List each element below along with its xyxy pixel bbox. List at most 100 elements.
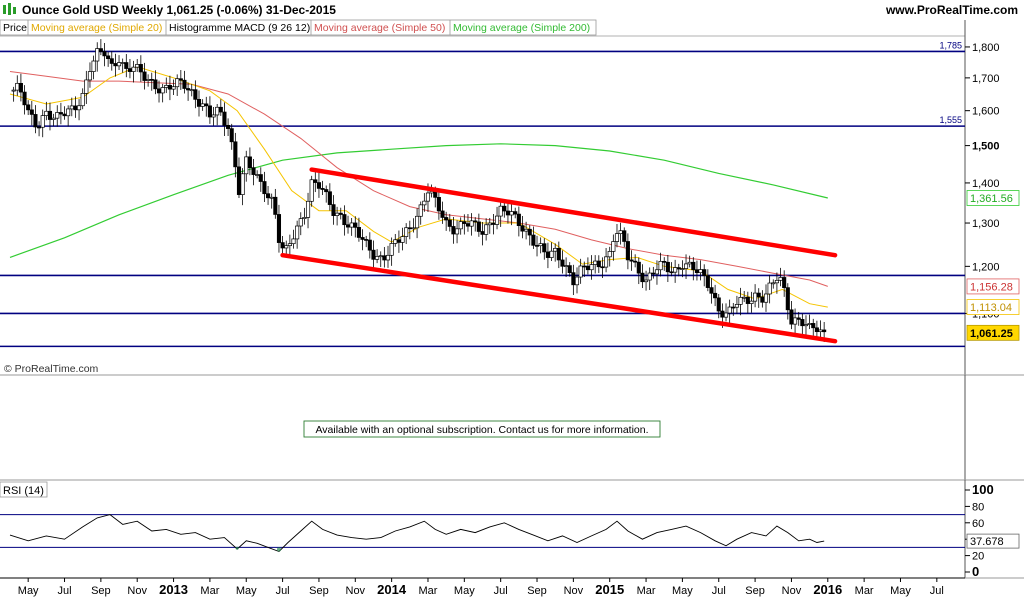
- candle: [378, 251, 383, 268]
- legend-price[interactable]: Price: [3, 22, 27, 34]
- candle: [607, 246, 612, 267]
- candle-body: [520, 225, 525, 232]
- subscription-note[interactable]: Available with an optional subscription.…: [315, 424, 648, 436]
- candle-body: [436, 197, 441, 212]
- candle-body: [502, 205, 507, 212]
- candle-body: [716, 297, 721, 312]
- rsi-ytick-label: 20: [972, 551, 984, 563]
- subscription-box[interactable]: Available with an optional subscription.…: [303, 420, 661, 438]
- candle-body: [574, 276, 580, 286]
- candle-body: [331, 204, 336, 216]
- legend-ma200[interactable]: Moving average (Simple 200): [453, 22, 590, 34]
- candle-body: [723, 312, 729, 318]
- legend-row: Price Moving average (Simple 20) Histogr…: [0, 19, 597, 36]
- candle-body: [29, 109, 34, 115]
- candle: [298, 212, 303, 236]
- legend-ma20[interactable]: Moving average (Simple 20): [31, 22, 162, 34]
- ma200-line: [9, 143, 828, 258]
- candle-body: [204, 103, 209, 107]
- candle-body: [338, 212, 343, 215]
- candle: [371, 240, 376, 270]
- candle: [345, 215, 351, 234]
- candle: [284, 240, 289, 255]
- candle-body: [753, 292, 758, 302]
- candle-body: [142, 71, 147, 81]
- candle: [778, 267, 783, 287]
- candle: [782, 270, 787, 297]
- candle-body: [73, 105, 78, 111]
- candle: [73, 96, 78, 118]
- candle-body: [266, 193, 271, 199]
- candle: [196, 90, 202, 117]
- candle-body: [698, 269, 703, 274]
- tag-text: 37.678: [970, 536, 1004, 548]
- candle-body: [800, 319, 805, 327]
- candle-body: [91, 60, 96, 72]
- candle: [622, 227, 627, 248]
- candle: [142, 62, 147, 90]
- candle-body: [226, 124, 231, 129]
- candle-body: [640, 272, 645, 283]
- candle-body: [11, 89, 16, 92]
- candle-body: [375, 256, 380, 260]
- candle: [393, 234, 398, 247]
- candle: [465, 213, 471, 232]
- candle-body: [469, 220, 474, 227]
- candle: [80, 88, 85, 110]
- candle: [247, 147, 252, 176]
- candle-body: [742, 296, 747, 299]
- level-label-1: 1,555: [939, 115, 962, 125]
- candle-body: [702, 269, 707, 277]
- candle: [527, 225, 532, 246]
- candle: [400, 227, 405, 251]
- candle: [11, 86, 16, 102]
- candle-body: [218, 106, 223, 113]
- candle-body: [564, 265, 569, 267]
- x-tick-label: Jul: [494, 585, 508, 597]
- candle: [106, 51, 111, 67]
- x-tick-label: Sep: [91, 585, 111, 597]
- candle-body: [26, 104, 31, 111]
- candle-body: [814, 327, 819, 333]
- candle: [734, 295, 739, 314]
- candle-body: [382, 255, 387, 261]
- candle: [22, 85, 27, 115]
- candle-body: [287, 243, 292, 247]
- candle-body: [771, 282, 776, 285]
- candle-body: [345, 224, 351, 228]
- last-value-tag-ma50: 1,156.28: [966, 278, 1020, 295]
- candle: [760, 290, 765, 308]
- x-tick-label: Nov: [782, 585, 802, 597]
- candle-body: [556, 247, 561, 261]
- candle-body: [124, 62, 129, 69]
- candle-body: [342, 214, 347, 226]
- candle: [531, 226, 536, 249]
- x-tick-label: Mar: [200, 585, 219, 597]
- candle: [335, 206, 340, 226]
- candle-body: [407, 227, 412, 230]
- candle: [618, 222, 623, 245]
- candle-body: [618, 230, 623, 234]
- candle: [338, 207, 343, 220]
- x-tick-label: May: [454, 585, 475, 597]
- candle-body: [364, 239, 369, 241]
- candle-body: [156, 88, 162, 94]
- candle: [233, 132, 238, 178]
- candle-body: [66, 108, 71, 117]
- candle-body: [720, 310, 725, 318]
- candle: [763, 284, 769, 312]
- level-label-0: 1,785: [939, 40, 962, 50]
- candle-body: [367, 239, 372, 251]
- candle: [462, 214, 467, 235]
- legend-ma50[interactable]: Moving average (Simple 50): [314, 22, 445, 34]
- legend-macd[interactable]: Histogramme MACD (9 26 12): [169, 22, 310, 34]
- candle-body: [494, 215, 500, 225]
- candle-body: [305, 200, 311, 218]
- candle: [324, 185, 329, 203]
- candle: [305, 192, 311, 229]
- price-ytick-label: 1,300: [972, 218, 1000, 230]
- candle-body: [567, 265, 572, 273]
- site-link[interactable]: www.ProRealTime.com: [885, 3, 1018, 17]
- candle-body: [553, 247, 558, 252]
- candle-body: [222, 111, 227, 126]
